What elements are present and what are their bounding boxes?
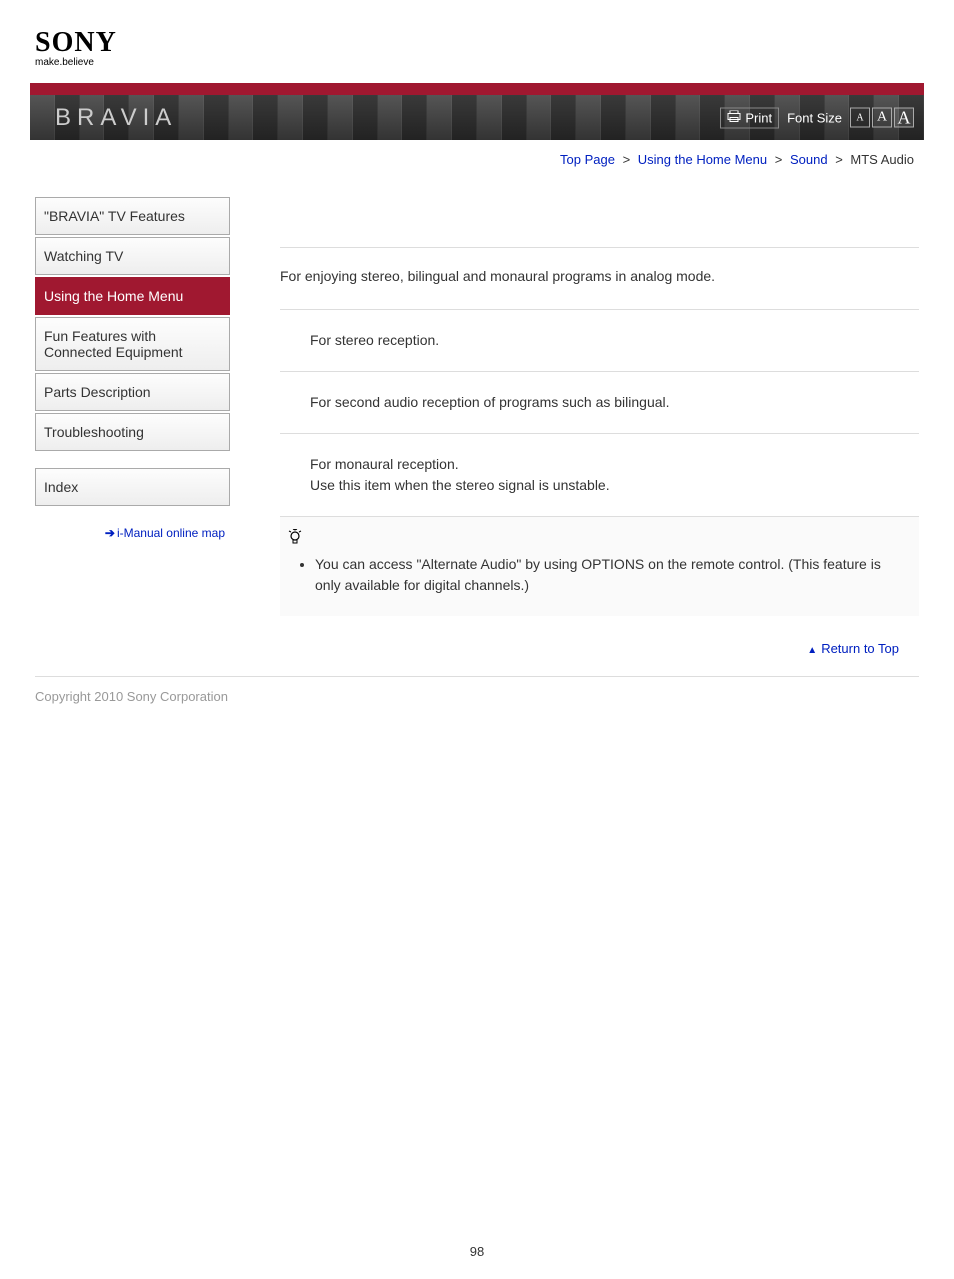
print-icon [727,110,741,125]
print-label: Print [745,110,772,125]
tip-block: You can access "Alternate Audio" by usin… [280,516,919,616]
breadcrumb-link[interactable]: Sound [790,152,828,167]
intro-text: For enjoying stereo, bilingual and monau… [280,247,919,309]
breadcrumb-link[interactable]: Using the Home Menu [638,152,767,167]
print-button[interactable]: Print [720,107,779,128]
sony-logo: SONY [35,30,954,55]
copyright: Copyright 2010 Sony Corporation [0,677,954,704]
breadcrumb-link[interactable]: Top Page [560,152,615,167]
sidebar-item-index[interactable]: Index [35,468,230,506]
option-mono: For monaural reception. Use this item wh… [280,433,919,516]
font-size-label: Font Size [787,110,842,125]
breadcrumb-current: MTS Audio [850,152,914,167]
toolbar: Print Font Size A A A [720,107,914,128]
return-top-container: ▲ Return to Top [280,616,919,671]
font-small-button[interactable]: A [850,108,870,128]
product-name: BRAVIA [30,104,177,132]
product-bar: BRAVIA Print Font Size A A A [30,95,924,140]
sidebar-item-watching[interactable]: Watching TV [35,237,230,275]
breadcrumb: Top Page > Using the Home Menu > Sound >… [0,140,954,182]
arrow-right-icon: ➔ [105,526,115,540]
accent-bar [30,83,924,95]
sidebar-item-fun-features[interactable]: Fun Features with Connected Equipment [35,317,230,371]
lightbulb-icon [280,529,919,548]
sidebar-item-features[interactable]: "BRAVIA" TV Features [35,197,230,235]
breadcrumb-sep: > [835,152,843,167]
sidebar-item-home-menu[interactable]: Using the Home Menu [35,277,230,315]
font-large-button[interactable]: A [894,108,914,128]
manual-map-link[interactable]: i-Manual online map [117,526,225,540]
tip-text: You can access "Alternate Audio" by usin… [315,554,899,596]
sony-tagline: make.believe [35,57,954,68]
sidebar: "BRAVIA" TV Features Watching TV Using t… [35,192,230,671]
page-number: 98 [0,704,954,1279]
main-content: For enjoying stereo, bilingual and monau… [230,192,919,671]
header: SONY make.believe [0,0,954,83]
return-top-link[interactable]: Return to Top [821,641,899,656]
breadcrumb-sep: > [775,152,783,167]
sidebar-item-troubleshooting[interactable]: Troubleshooting [35,413,230,451]
font-medium-button[interactable]: A [872,108,892,128]
sidebar-item-parts[interactable]: Parts Description [35,373,230,411]
option-second-audio: For second audio reception of programs s… [280,371,919,433]
manual-map-link-container: ➔i-Manual online map [35,508,230,540]
breadcrumb-sep: > [623,152,631,167]
option-stereo: For stereo reception. [280,309,919,371]
triangle-up-icon: ▲ [807,645,817,656]
font-size-group: A A A [850,108,914,128]
